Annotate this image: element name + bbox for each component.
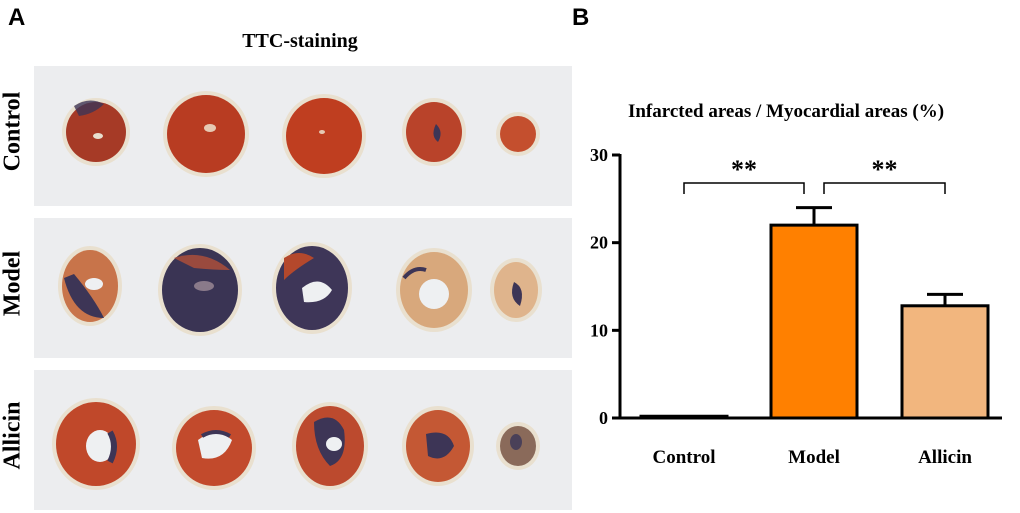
heart-slices-model bbox=[58, 242, 542, 336]
heart-slice bbox=[292, 402, 368, 490]
bar-model bbox=[769, 223, 859, 420]
heart-slice bbox=[163, 91, 249, 177]
heart-slices-allicin bbox=[52, 398, 540, 490]
heart-slice bbox=[396, 248, 472, 332]
ttc-staining-title: TTC-staining bbox=[242, 30, 358, 52]
x-axis: Control Model Allicin bbox=[620, 416, 1002, 468]
heart-slice bbox=[272, 242, 352, 334]
x-tick-label: Control bbox=[653, 447, 716, 468]
error-bars bbox=[796, 206, 963, 306]
y-tick-label: 0 bbox=[599, 408, 608, 428]
heart-slice bbox=[490, 258, 542, 322]
heart-slice bbox=[158, 244, 242, 336]
chart-title: Infarcted areas / Myocardial areas (%) bbox=[628, 101, 944, 122]
heart-slice bbox=[496, 422, 540, 470]
heart-slice bbox=[172, 406, 256, 490]
significance-annotations: ** ** bbox=[683, 155, 946, 194]
significance-bracket bbox=[683, 182, 805, 194]
y-tick-label: 10 bbox=[590, 320, 608, 340]
bar-chart: Infarcted areas / Myocardial areas (%) *… bbox=[590, 101, 1002, 468]
row-label-model: Model bbox=[0, 250, 26, 317]
heart-slice bbox=[402, 98, 466, 166]
photo-strip-control bbox=[34, 66, 572, 206]
x-tick-label: Allicin bbox=[918, 447, 972, 468]
heart-slice bbox=[282, 94, 366, 178]
bar-allicin bbox=[900, 304, 990, 420]
x-tick-label: Model bbox=[788, 447, 840, 468]
bars bbox=[639, 223, 990, 420]
heart-slice bbox=[62, 98, 130, 166]
significance-bracket bbox=[823, 182, 946, 194]
heart-slices-control bbox=[62, 91, 540, 178]
heart-slice bbox=[52, 398, 140, 490]
row-label-allicin: Allicin bbox=[0, 401, 26, 470]
y-tick-label: 20 bbox=[590, 233, 608, 253]
heart-slice bbox=[58, 246, 122, 326]
significance-label: ** bbox=[872, 155, 898, 184]
panel-a-letter: A bbox=[8, 4, 26, 31]
significance-label: ** bbox=[731, 155, 757, 184]
panel-b-letter: B bbox=[572, 4, 590, 31]
heart-slice bbox=[496, 112, 540, 156]
y-tick-label: 30 bbox=[590, 145, 608, 165]
photo-strip-model bbox=[34, 218, 572, 358]
y-axis: 0 10 20 30 bbox=[590, 145, 622, 428]
heart-slice bbox=[402, 406, 474, 486]
row-label-control: Control bbox=[0, 91, 26, 172]
photo-strip-allicin bbox=[34, 370, 572, 510]
